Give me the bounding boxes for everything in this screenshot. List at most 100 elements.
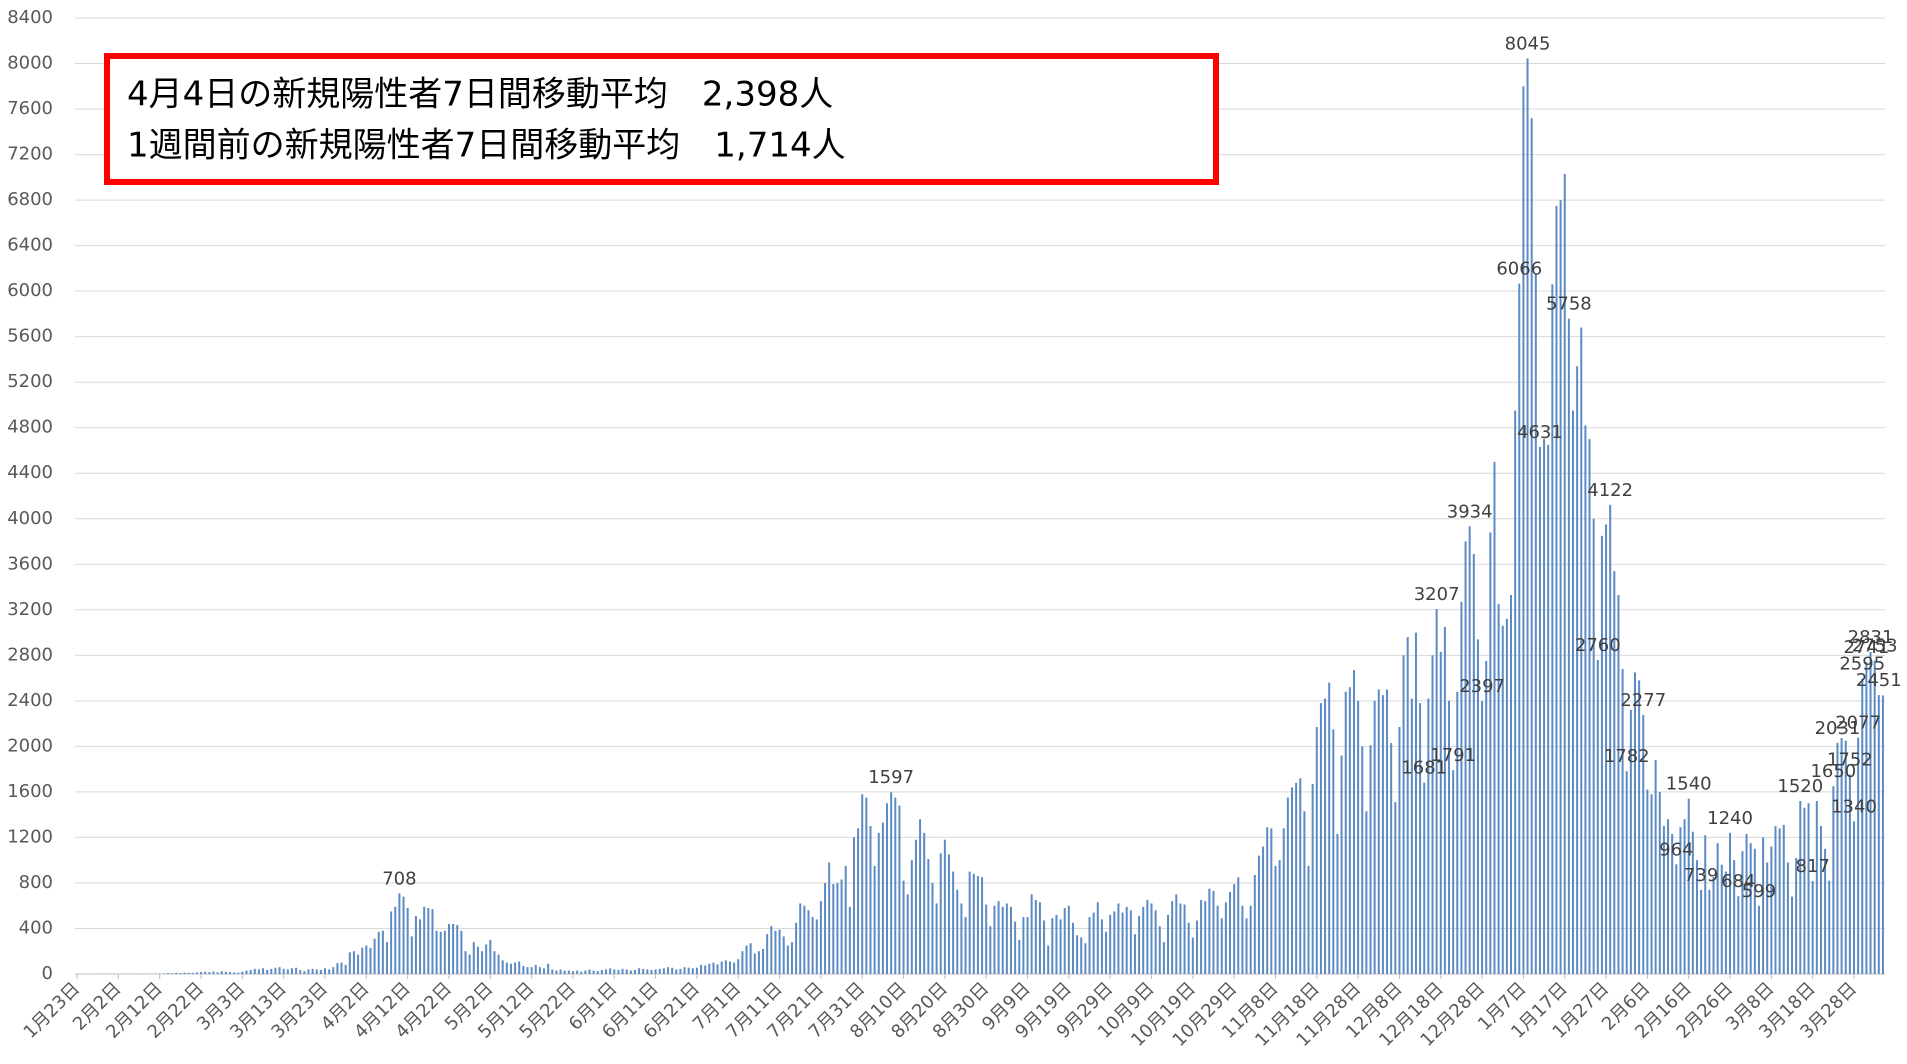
bar <box>873 865 876 974</box>
bar <box>1844 740 1847 974</box>
bar <box>571 971 574 974</box>
y-tick-label: 0 <box>42 963 53 984</box>
bar <box>1423 782 1426 974</box>
bar <box>691 968 694 974</box>
bar <box>807 910 810 974</box>
bar <box>377 931 380 974</box>
bar <box>1840 738 1843 974</box>
bar <box>1481 701 1484 974</box>
bar <box>1253 874 1256 974</box>
bar <box>1113 911 1116 974</box>
bar <box>1162 942 1165 974</box>
bar <box>1671 834 1674 974</box>
bar <box>989 926 992 974</box>
bar <box>183 972 186 974</box>
bar <box>1782 824 1785 974</box>
bar <box>1096 902 1099 974</box>
data-label: 4122 <box>1587 480 1633 501</box>
bar <box>1220 918 1223 974</box>
bar <box>1633 672 1636 974</box>
bar <box>1712 877 1715 974</box>
y-tick-label: 800 <box>19 872 53 893</box>
bar <box>187 972 190 974</box>
bar <box>1563 173 1566 974</box>
bar <box>1257 855 1260 974</box>
bar <box>171 973 174 974</box>
bar <box>1398 727 1401 974</box>
bar <box>208 972 211 974</box>
bar <box>617 970 620 974</box>
bar <box>468 954 471 974</box>
bar <box>1683 819 1686 974</box>
bar <box>881 822 884 974</box>
bar <box>766 934 769 974</box>
y-tick-label: 4800 <box>7 417 53 438</box>
bar <box>869 826 872 974</box>
bar <box>605 969 608 974</box>
data-label: 2397 <box>1459 676 1505 697</box>
y-tick-label: 8000 <box>7 53 53 74</box>
bar <box>919 819 922 974</box>
bar <box>1047 945 1050 974</box>
bar <box>340 962 343 974</box>
bar <box>1204 901 1207 974</box>
bar <box>1402 655 1405 974</box>
bar <box>1303 811 1306 974</box>
bar <box>1460 601 1463 974</box>
bar <box>1001 906 1004 974</box>
bar <box>1497 604 1500 974</box>
bar <box>485 944 488 974</box>
bar <box>1278 860 1281 974</box>
bar <box>1022 917 1025 974</box>
bar <box>534 964 537 974</box>
bar <box>559 969 562 974</box>
bar <box>274 967 277 974</box>
bar <box>1059 919 1062 974</box>
bar <box>1241 905 1244 974</box>
bar <box>1224 902 1227 974</box>
bar <box>224 971 227 974</box>
bar <box>410 936 413 974</box>
bar <box>220 971 223 974</box>
bar <box>344 964 347 974</box>
y-tick-label: 1200 <box>7 826 53 847</box>
data-label: 708 <box>382 868 416 889</box>
bar <box>1018 939 1021 974</box>
bar <box>1534 274 1537 975</box>
bar <box>625 969 628 974</box>
bar <box>902 880 905 974</box>
bar <box>935 903 938 974</box>
bar <box>390 911 393 974</box>
bar <box>1125 906 1128 974</box>
y-tick-label: 8400 <box>7 7 53 28</box>
bar <box>580 971 583 974</box>
bar <box>1700 889 1703 974</box>
bar <box>1559 200 1562 975</box>
bar <box>1857 737 1860 974</box>
bar <box>1448 700 1451 974</box>
bar <box>1369 745 1372 974</box>
bar <box>1414 632 1417 974</box>
bar <box>1158 926 1161 974</box>
bar <box>956 889 959 974</box>
bar <box>1187 922 1190 974</box>
bar <box>1435 609 1438 974</box>
bar <box>567 970 570 974</box>
annotation: 4月4日の新規陽性者7日間移動平均 2,398人 <box>127 75 833 115</box>
bar <box>1179 903 1182 974</box>
bar <box>1629 709 1632 974</box>
bar <box>1105 931 1108 974</box>
bar <box>1873 660 1876 974</box>
bar <box>1720 864 1723 974</box>
bar <box>282 968 285 974</box>
bar <box>654 969 657 974</box>
bar <box>1299 778 1302 974</box>
bar <box>1154 910 1157 974</box>
bar <box>233 972 236 974</box>
bar <box>1456 691 1459 974</box>
bar <box>439 931 442 974</box>
bar <box>1233 884 1236 974</box>
bar <box>1208 888 1211 974</box>
bar <box>1034 900 1037 974</box>
y-tick-label: 5600 <box>7 326 53 347</box>
